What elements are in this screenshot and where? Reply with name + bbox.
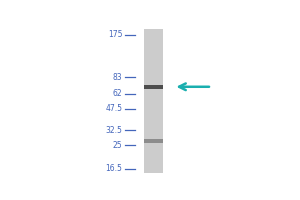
Text: 62: 62: [113, 89, 122, 98]
Text: 25: 25: [113, 141, 122, 150]
Text: 16.5: 16.5: [106, 164, 122, 173]
Bar: [145, 29, 163, 173]
Bar: [145, 139, 163, 143]
Text: 47.5: 47.5: [105, 104, 122, 113]
Text: 175: 175: [108, 30, 122, 39]
Text: 83: 83: [113, 73, 122, 82]
Bar: [145, 85, 163, 89]
Text: 32.5: 32.5: [106, 126, 122, 135]
